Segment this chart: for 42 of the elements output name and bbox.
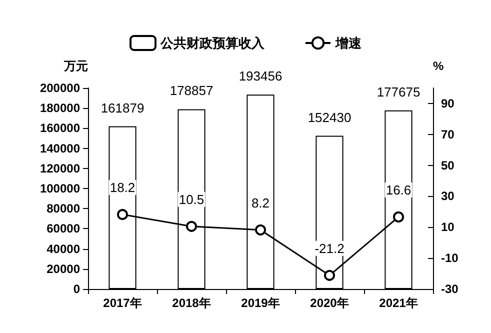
y-tick-label: 180000 — [40, 101, 80, 116]
data-label: 16.6 — [386, 182, 412, 198]
y-tick-label: 60000 — [46, 222, 80, 236]
legend-label: 增速 — [334, 36, 362, 50]
point — [255, 224, 266, 236]
y-tick-label: 40000 — [46, 242, 80, 256]
x-tick-label: 2019年 — [241, 296, 280, 310]
y-tick-label: 140000 — [40, 141, 80, 156]
data-label: 177675 — [376, 84, 420, 100]
y2-tick-label: 70 — [441, 127, 455, 142]
x-tick-label: 2018年 — [172, 296, 211, 310]
data-label: 193456 — [238, 68, 282, 84]
data-label: 152430 — [308, 110, 352, 125]
data-label: 18.2 — [110, 180, 136, 195]
y-tick-label: 200000 — [40, 81, 80, 95]
data-label: -21.2 — [314, 240, 344, 256]
y-axis-title: 万元 — [63, 59, 88, 73]
x-tick-label: 2020年 — [310, 296, 349, 310]
y-tick-label: 120000 — [40, 161, 80, 176]
y-tick-label: 160000 — [40, 121, 80, 136]
y-tick-label: 80000 — [46, 202, 80, 216]
y2-tick-label: 50 — [441, 158, 455, 172]
y-tick-label: 0 — [73, 282, 80, 296]
point — [393, 211, 404, 222]
y2-tick-label: -30 — [441, 282, 459, 296]
x-tick-label: 2021年 — [379, 296, 418, 310]
data-label: 8.2 — [251, 195, 270, 210]
data-label: 178857 — [170, 83, 214, 98]
data-label: 10.5 — [178, 192, 204, 207]
point — [186, 220, 197, 232]
point — [117, 208, 128, 220]
y2-tick-label: -10 — [441, 251, 459, 266]
y-tick-label: 20000 — [46, 262, 80, 276]
point — [324, 270, 335, 281]
y2-tick-label: 10 — [441, 220, 455, 234]
y-tick-label: 100000 — [40, 182, 80, 196]
y2-tick-label: 90 — [441, 96, 455, 110]
y2-axis-title: % — [433, 59, 444, 73]
y2-tick-label: 30 — [441, 189, 455, 204]
legend-label: 公共财政预算收入 — [160, 36, 266, 50]
x-tick-label: 2017年 — [103, 296, 142, 310]
data-label: 161879 — [100, 100, 144, 116]
